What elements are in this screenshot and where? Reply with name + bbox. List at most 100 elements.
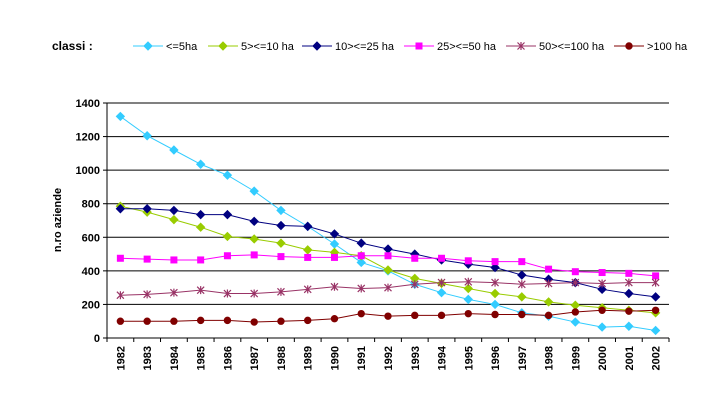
data-point	[410, 280, 419, 289]
data-point	[304, 253, 312, 261]
x-tick-label: 1985	[196, 346, 208, 370]
x-tick-label: 1982	[115, 346, 127, 370]
data-point	[651, 306, 660, 315]
data-point	[115, 204, 126, 214]
data-point	[543, 297, 554, 307]
data-point	[625, 269, 633, 277]
data-point	[517, 270, 527, 280]
legend-label: >100 ha	[647, 41, 688, 53]
x-tick-label: 1986	[222, 346, 234, 370]
x-tick-label: 2002	[651, 346, 663, 370]
data-point	[438, 254, 446, 262]
data-point	[384, 283, 392, 292]
y-axis: 0 200 400 600 800 1000 1200 1400	[76, 98, 108, 345]
legend-label: <=5ha	[166, 41, 198, 53]
data-point	[169, 214, 179, 225]
data-point	[517, 292, 527, 302]
data-point	[544, 279, 553, 288]
series-6	[116, 306, 660, 326]
x-tick-label: 1998	[544, 346, 556, 370]
x-tick-label: 1988	[276, 346, 288, 370]
data-point	[544, 311, 553, 320]
legend-marker	[218, 41, 228, 51]
data-point	[195, 222, 206, 232]
y-tick-label: 1200	[76, 132, 100, 144]
data-point	[490, 299, 500, 310]
legend-title: classi :	[52, 39, 93, 53]
data-point	[464, 309, 472, 318]
data-point	[597, 322, 607, 332]
x-tick-label: 1989	[303, 346, 315, 370]
data-point	[491, 278, 499, 287]
x-tick-label: 1995	[463, 346, 475, 370]
data-point	[624, 278, 633, 287]
legend-entry: <=5ha	[133, 41, 198, 53]
legend-label: 5><=10 ha	[241, 41, 295, 53]
data-point	[598, 279, 607, 288]
legend-entry: >100 ha	[614, 41, 688, 53]
series-1	[115, 111, 661, 336]
legend-marker	[415, 42, 423, 50]
data-point	[411, 311, 419, 320]
data-point	[518, 258, 526, 266]
data-point	[222, 231, 233, 242]
data-point	[116, 291, 125, 300]
data-point	[249, 186, 259, 196]
data-point	[463, 294, 473, 305]
data-point	[384, 252, 392, 260]
data-point	[115, 111, 126, 122]
data-point	[197, 256, 205, 264]
data-point	[276, 220, 286, 231]
data-point	[250, 318, 258, 326]
legend-marker	[312, 41, 322, 51]
x-tick-label: 1987	[249, 346, 261, 370]
data-point	[384, 312, 392, 320]
data-point	[463, 283, 473, 294]
data-point	[169, 205, 179, 216]
data-point	[652, 272, 660, 280]
legend-label: 25><=50 ha	[437, 41, 497, 53]
legend: classi : <=5ha 5><=10 ha 10><=25 ha 25><=50…	[52, 39, 688, 53]
y-tick-label: 400	[82, 266, 100, 278]
data-point	[650, 292, 661, 302]
data-point	[276, 205, 286, 216]
data-point	[303, 245, 313, 255]
data-point	[651, 278, 660, 287]
data-point	[570, 300, 581, 310]
y-tick-label: 200	[82, 299, 100, 311]
data-point	[624, 321, 634, 331]
x-tick-label: 1983	[142, 346, 154, 370]
data-point	[169, 145, 179, 155]
x-axis: 1982 1983 1984 1985 1986 1987 1988 1989 1990 1991…	[106, 337, 670, 370]
legend-entry: 10><=25 ha	[302, 41, 395, 53]
legend-entry: 25><=50 ha	[404, 41, 497, 53]
data-point	[143, 255, 151, 263]
data-point	[249, 234, 259, 244]
data-point	[624, 288, 634, 299]
y-tick-label: 1000	[76, 165, 100, 177]
x-tick-label: 1996	[490, 346, 502, 370]
y-tick-label: 800	[82, 199, 100, 211]
data-point	[170, 317, 178, 325]
data-point	[357, 309, 365, 318]
data-point	[169, 288, 178, 297]
data-point	[437, 278, 446, 287]
data-point	[143, 317, 151, 325]
data-point	[598, 269, 606, 277]
data-point	[383, 265, 393, 275]
legend-entry: 5><=10 ha	[208, 41, 295, 53]
series-4	[116, 251, 660, 280]
data-point	[357, 252, 365, 260]
data-point	[276, 238, 286, 248]
data-point	[330, 282, 339, 291]
data-point	[223, 316, 232, 325]
y-tick-label: 1400	[76, 98, 100, 110]
data-point	[490, 262, 500, 273]
data-point	[222, 209, 233, 220]
data-point	[650, 325, 661, 336]
data-point	[196, 316, 205, 325]
data-point	[170, 256, 178, 264]
data-point	[437, 311, 446, 320]
data-point	[625, 307, 633, 315]
data-point	[277, 253, 285, 261]
